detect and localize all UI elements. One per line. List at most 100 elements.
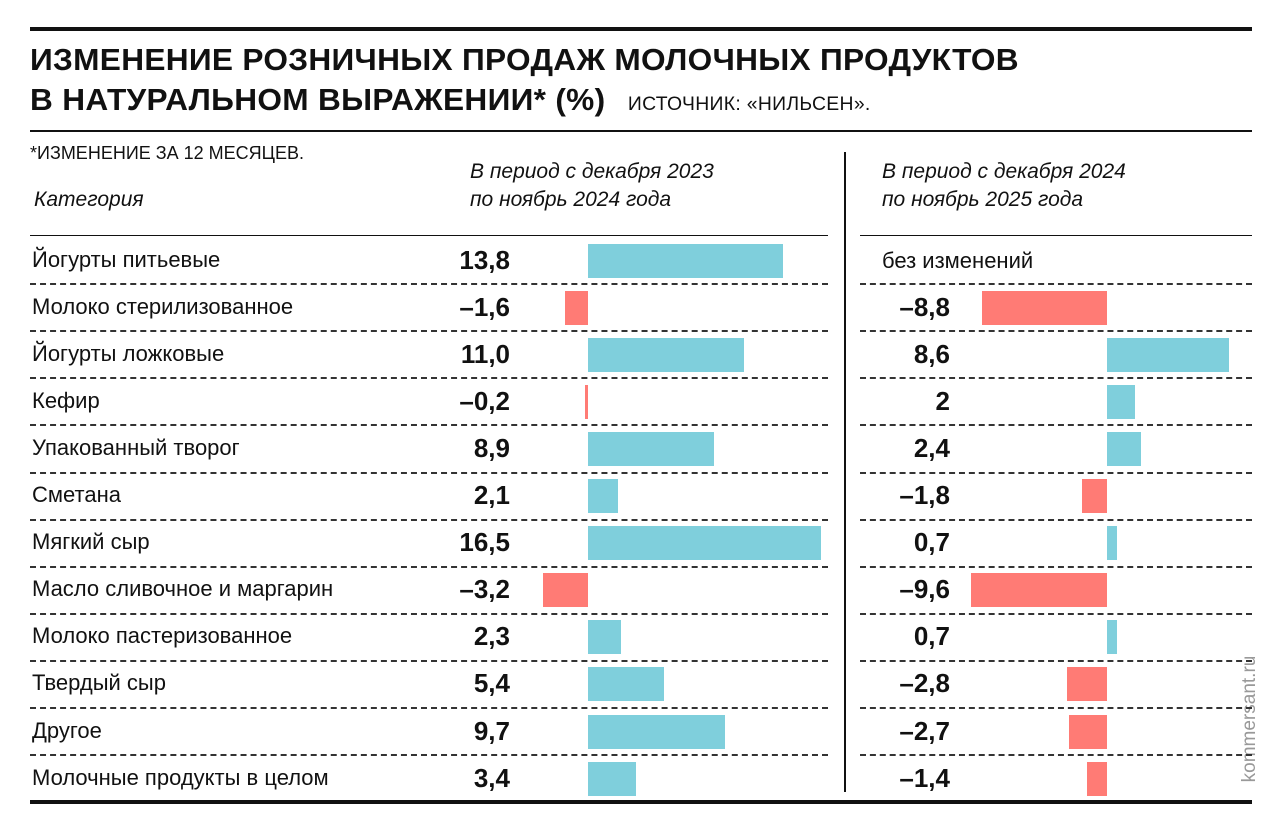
- category-label: Другое: [32, 717, 102, 743]
- category-label: Сметана: [32, 482, 121, 508]
- period2-header: В период с декабря 2024 по ноябрь 2025 го…: [882, 158, 1126, 214]
- bottom-rule: [30, 800, 1252, 804]
- bar-2024: [588, 431, 714, 466]
- row-divider-left: [30, 330, 828, 333]
- row-divider-left: [30, 518, 828, 521]
- value-label-2024: –0,2: [459, 385, 510, 416]
- bar-2024: [588, 620, 621, 655]
- category-label: Масло сливочное и маргарин: [32, 576, 334, 602]
- value-label-2024: 2,3: [473, 621, 510, 652]
- value-label-2025: –1,4: [899, 762, 950, 793]
- value-label-2024: 11,0: [460, 338, 510, 369]
- period1-line2: по ноябрь 2024 года: [470, 188, 672, 211]
- bar-2025: [1107, 620, 1117, 655]
- category-label: Молоко пастеризованное: [32, 623, 293, 649]
- period2-line2: по ноябрь 2025 года: [882, 188, 1084, 211]
- bar-2024: [588, 761, 637, 796]
- row-divider-right: [860, 471, 1252, 474]
- row-divider-right: [860, 424, 1252, 427]
- bar-2025: [1067, 667, 1107, 702]
- bar-2025: [1107, 526, 1117, 561]
- value-label-2025: 2,4: [913, 432, 950, 463]
- bar-2025: [1068, 714, 1107, 749]
- bar-2024: [588, 337, 744, 372]
- row-divider-left: [30, 754, 828, 757]
- title-text: В НАТУРАЛЬНОМ ВЫРАЖЕНИИ* (%): [30, 82, 606, 117]
- period2-line1: В период с декабря 2024: [882, 160, 1126, 183]
- top-rule: [30, 27, 1252, 31]
- title-rule: [30, 130, 1252, 132]
- category-label: Кефир: [32, 387, 100, 413]
- value-label-2024: 8,9: [473, 432, 510, 463]
- bar-2024: [588, 667, 665, 702]
- period1-line1: В период с декабря 2023: [470, 160, 714, 183]
- row-divider-left: [30, 471, 828, 474]
- value-label-2025: 2: [935, 385, 950, 416]
- row-divider-right: [860, 377, 1252, 380]
- bar-2025: [1107, 431, 1141, 466]
- value-label-2025: –9,6: [899, 574, 950, 605]
- value-label-2024: 16,5: [459, 527, 510, 558]
- chart-title-line2: В НАТУРАЛЬНОМ ВЫРАЖЕНИИ* (%) ИСТОЧНИК: «Н…: [30, 82, 871, 118]
- category-label: Мягкий сыр: [32, 529, 150, 555]
- category-label: Йогурты питьевые: [32, 246, 221, 272]
- value-label-2025: –2,8: [899, 668, 950, 699]
- source-note: ИСТОЧНИК: «НИЛЬСЕН».: [627, 94, 871, 115]
- bar-2025: [1081, 479, 1107, 514]
- bar-2024: [588, 479, 618, 514]
- row-divider-right: [860, 612, 1252, 615]
- bar-2024: [588, 526, 822, 561]
- column-divider: [844, 152, 846, 792]
- value-label-2024: 5,4: [473, 668, 510, 699]
- value-label-2024: 13,8: [459, 244, 510, 275]
- row-divider-left: [30, 283, 828, 286]
- bar-2025: [1107, 384, 1136, 419]
- value-label-2025: –1,8: [899, 480, 950, 511]
- category-label: Молочные продукты в целом: [32, 764, 329, 790]
- row-divider-right: [860, 659, 1252, 662]
- value-label-2024: –1,6: [459, 291, 510, 322]
- bar-2025: [1107, 337, 1229, 372]
- bar-2024: [588, 714, 726, 749]
- header-rule-left: [30, 235, 828, 236]
- header-rule-right: [860, 235, 1252, 236]
- value-label-2025: 0,7: [913, 527, 950, 558]
- footnote: *ИЗМЕНЕНИЕ ЗА 12 МЕСЯЦЕВ.: [30, 143, 304, 163]
- value-label-2025: 0,7: [913, 621, 950, 652]
- value-label-2025: –2,7: [899, 715, 950, 746]
- bar-2024: [585, 384, 588, 419]
- bar-2024: [542, 573, 588, 608]
- row-divider-right: [860, 707, 1252, 709]
- row-divider-left: [30, 659, 828, 662]
- category-label: Упакованный творог: [32, 434, 240, 460]
- row-divider-left: [30, 707, 828, 709]
- category-label: Йогурты ложковые: [32, 340, 225, 366]
- row-divider-left: [30, 424, 828, 427]
- value-label-2024: –3,2: [459, 574, 510, 605]
- bar-2025: [982, 290, 1107, 325]
- bar-2025: [1087, 761, 1107, 796]
- value-label-2024: 3,4: [473, 762, 510, 793]
- value-label-2025: 8,6: [913, 338, 950, 369]
- value-label-2025: без изменений: [882, 247, 1034, 273]
- bar-2024: [588, 243, 784, 278]
- category-header: Категория: [34, 188, 144, 211]
- watermark: kommersant.ru: [1239, 655, 1260, 783]
- value-label-2024: 2,1: [473, 480, 510, 511]
- row-divider-right: [860, 518, 1252, 521]
- row-divider-left: [30, 377, 828, 380]
- value-label-2024: 9,7: [473, 715, 510, 746]
- row-divider-right: [860, 283, 1252, 286]
- row-divider-right: [860, 330, 1252, 333]
- category-label: Молоко стерилизованное: [32, 293, 294, 319]
- row-divider-right: [860, 754, 1252, 757]
- chart-title-line1: ИЗМЕНЕНИЕ РОЗНИЧНЫХ ПРОДАЖ МОЛОЧНЫХ ПРОД…: [30, 42, 1019, 77]
- period1-header: В период с декабря 2023 по ноябрь 2024 го…: [470, 158, 714, 214]
- row-divider-left: [30, 565, 828, 568]
- category-label: Твердый сыр: [32, 670, 166, 696]
- value-label-2025: –8,8: [899, 291, 950, 322]
- row-divider-right: [860, 565, 1252, 568]
- row-divider-left: [30, 612, 828, 615]
- bar-2025: [971, 573, 1107, 608]
- bar-2024: [565, 290, 588, 325]
